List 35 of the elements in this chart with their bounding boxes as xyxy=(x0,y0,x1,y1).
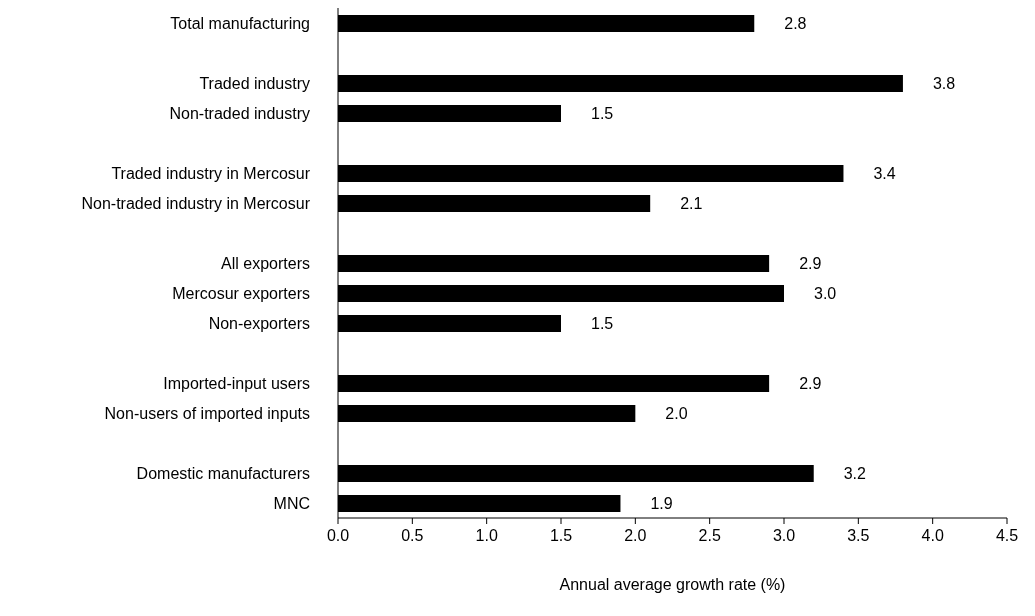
x-tick-label: 1.0 xyxy=(475,527,498,545)
x-tick-label: 4.5 xyxy=(995,527,1019,545)
y-tick-label: Domestic manufacturers xyxy=(136,464,310,482)
x-tick-label: 4.0 xyxy=(921,527,944,545)
y-tick-label: Traded industry in Mercosur xyxy=(111,164,311,182)
data-label: 3.8 xyxy=(932,75,956,93)
y-tick-label: Non-users of imported inputs xyxy=(104,404,310,422)
data-label: 3.4 xyxy=(873,165,896,183)
data-label: 1.5 xyxy=(591,105,614,123)
x-tick-label: 2.0 xyxy=(624,527,647,545)
y-tick-label: Non-exporters xyxy=(208,314,310,332)
y-tick-label: Non-traded industry in Mercosur xyxy=(81,194,311,212)
y-tick-label: Mercosur exporters xyxy=(172,284,310,302)
y-tick-label: MNC xyxy=(273,494,310,512)
y-tick-label: All exporters xyxy=(221,254,310,272)
data-label: 2.1 xyxy=(680,195,703,213)
x-tick-label: 2.5 xyxy=(698,527,721,545)
data-label: 1.9 xyxy=(650,495,673,513)
y-tick-label: Imported-input users xyxy=(163,374,310,392)
x-tick-label: 0.5 xyxy=(401,527,424,545)
x-tick-label: 0.0 xyxy=(326,527,350,545)
data-label: 3.0 xyxy=(814,285,837,303)
data-label: 2.0 xyxy=(665,405,688,423)
data-label: 2.9 xyxy=(799,375,822,393)
x-tick-label: 3.5 xyxy=(847,527,870,545)
y-tick-label: Non-traded industry xyxy=(169,104,310,122)
data-label: 2.8 xyxy=(784,15,807,33)
x-tick-label: 1.5 xyxy=(549,527,573,545)
y-tick-label: Traded industry xyxy=(199,74,310,92)
x-axis-title: Annual average growth rate (%) xyxy=(559,576,786,593)
y-tick-label: Total manufacturing xyxy=(170,14,310,32)
data-label: 3.2 xyxy=(843,465,867,483)
data-label: 1.5 xyxy=(591,315,614,333)
x-tick-label: 3.0 xyxy=(772,527,796,545)
data-label: 2.9 xyxy=(799,255,822,273)
